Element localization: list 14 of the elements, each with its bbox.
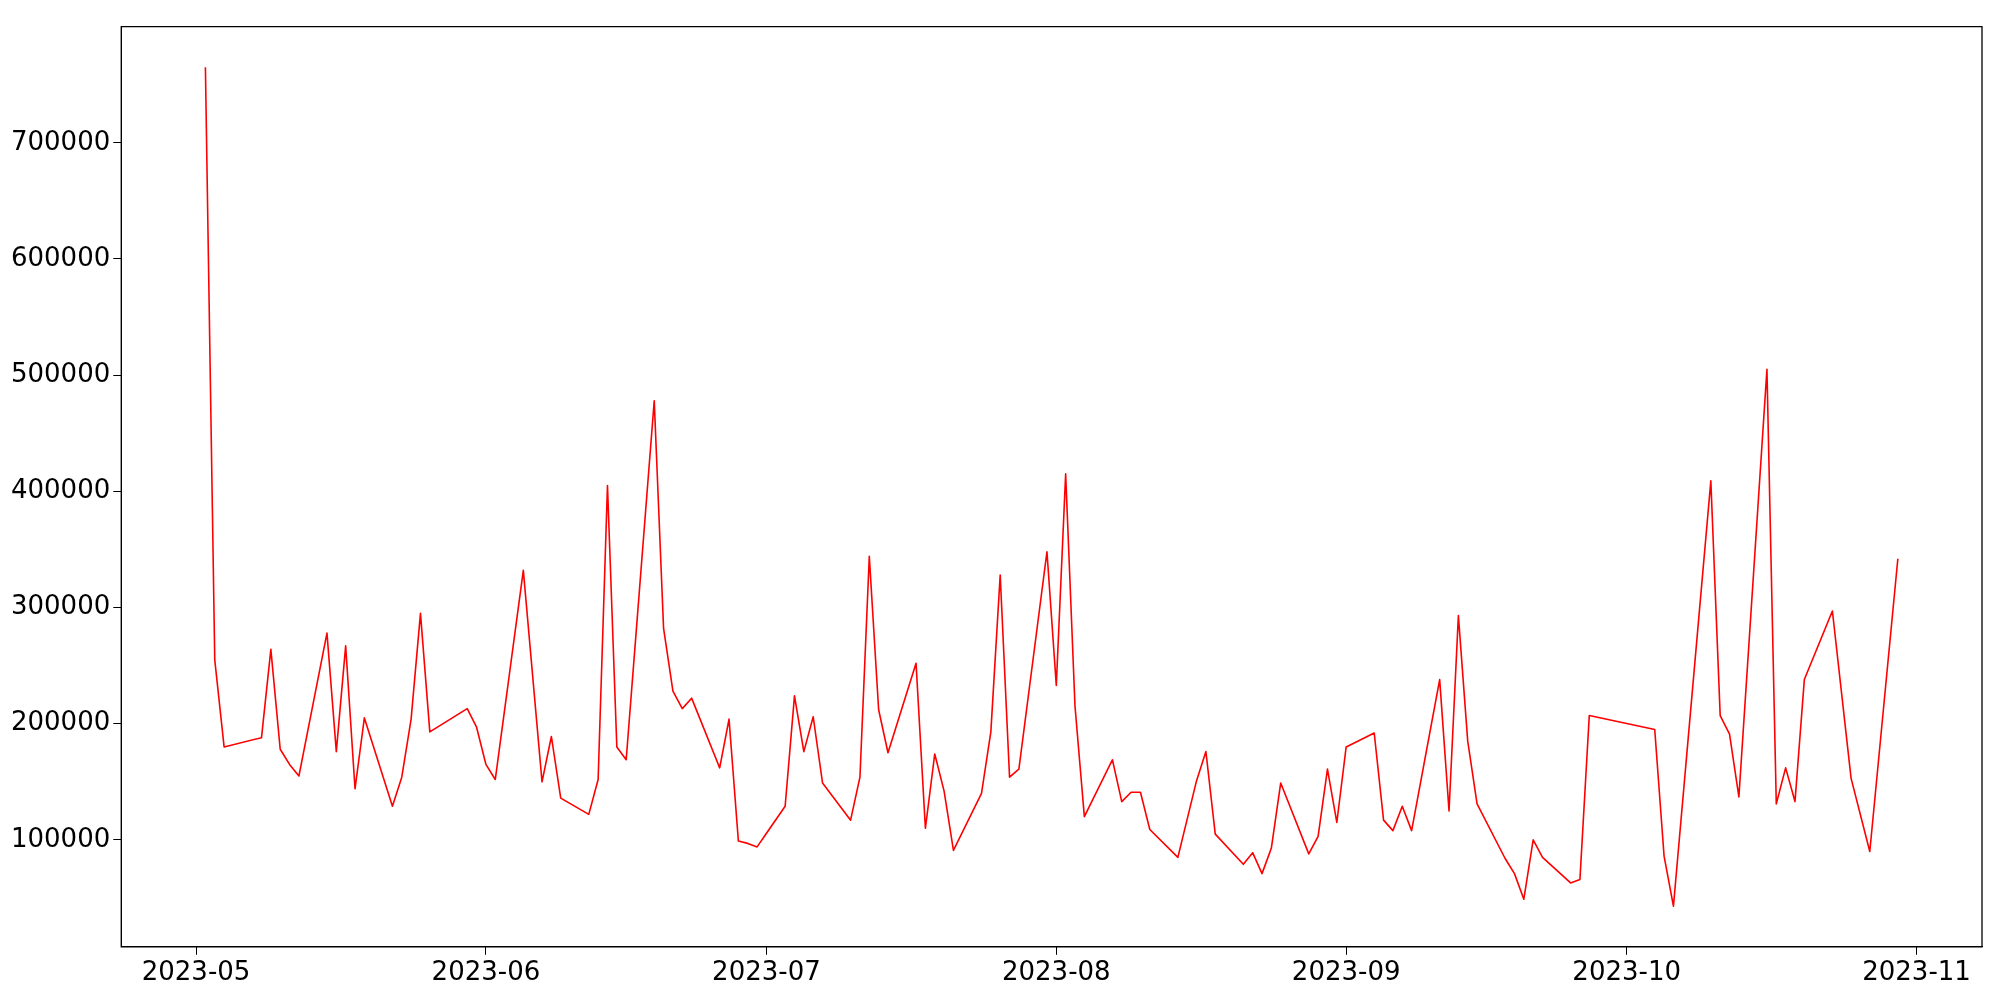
y-tick-label: 400000: [10, 474, 111, 505]
y-tick-label: 100000: [10, 822, 111, 853]
y-tick-label: 600000: [10, 241, 111, 272]
x-tick-label: 2023-08: [1001, 956, 1111, 987]
y-tick-label: 200000: [10, 706, 111, 737]
x-tick-label: 2023-09: [1291, 956, 1401, 987]
x-tick-label: 2023-07: [712, 956, 821, 987]
x-tick-label: 2023-06: [431, 956, 541, 987]
x-tick-label: 2023-10: [1572, 956, 1681, 987]
x-tick-label: 2023-05: [141, 956, 251, 987]
y-tick-label: 300000: [10, 590, 111, 621]
y-tick-label: 700000: [10, 125, 111, 156]
x-tick-label: 2023-11: [1862, 956, 1971, 987]
y-tick-label: 500000: [10, 357, 111, 388]
